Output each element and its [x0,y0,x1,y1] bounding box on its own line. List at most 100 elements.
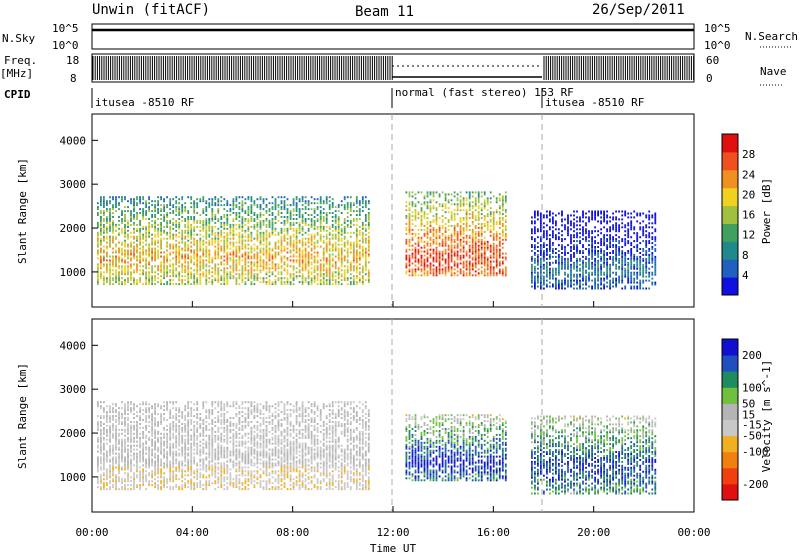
rti-cell [193,229,196,232]
rti-cell [603,238,605,241]
rti-cell [480,209,483,212]
rti-cell [142,251,144,254]
rti-cell [465,272,468,275]
rti-cell [184,283,187,286]
rti-cell [325,245,328,248]
rti-cell [552,277,554,280]
rti-cell [244,223,247,226]
rti-cell [238,249,241,252]
rti-cell [549,253,551,256]
rti-cell [579,263,581,266]
rti-cell [217,200,220,203]
rti-cell [636,261,639,264]
rti-cell [408,268,411,271]
rti-cell [289,214,292,216]
rti-cell [429,270,432,273]
rti-cell [172,247,175,250]
rti-cell [295,233,298,236]
rti-cell [597,210,599,213]
rti-cell [244,265,247,268]
rti-cell [606,244,608,247]
rti-cell [441,252,444,255]
rti-cell [169,279,172,282]
rti-cell [459,256,462,259]
rti-cell [205,206,208,209]
rti-cell [319,259,322,262]
rti-cell [438,270,441,273]
nsearch-label: N.Search [745,30,798,43]
rti-cell [441,225,444,227]
rti-cell [651,216,654,219]
rti-cell [552,220,554,223]
rti-cell [600,279,602,282]
rti-cell [109,227,111,230]
rti-cell [223,245,226,248]
rti-cell [462,246,465,249]
rti-cell [178,275,181,278]
rti-cell [277,204,280,207]
rti-cell [534,281,536,284]
rti-cell [543,259,545,262]
rti-cell [340,243,343,246]
rti-cell [411,205,414,208]
rti-cell [411,236,414,239]
rti-cell [618,253,620,256]
rti-cell [268,283,271,286]
rti-cell [190,241,193,244]
rti-cell [588,279,590,282]
rti-cell [160,255,162,258]
rti-cell [546,263,548,266]
rti-cell [364,219,367,222]
rti-cell [139,208,141,211]
rti-cell [543,277,545,280]
rti-cell [609,238,611,241]
rti-cell [618,236,620,239]
rti-cell [274,233,277,236]
rti-cell [148,243,150,246]
rti-cell [97,233,99,236]
rti-cell [229,229,232,232]
rti-cell [151,251,153,254]
rti-cell [307,200,310,203]
rti-cell [636,238,639,241]
rti-cell [492,236,495,239]
rti-cell [160,265,162,268]
rti-cell [169,269,172,272]
rti-cell [438,258,441,261]
rti-cell [474,203,477,206]
rti-cell [277,263,280,266]
rti-cell [244,273,247,276]
rti-cell [444,226,447,229]
rti-cell [438,256,441,259]
rti-cell [474,199,477,202]
rti-cell [271,231,274,234]
rti-cell [423,264,426,267]
rti-cell [238,202,241,205]
rti-cell [187,223,190,226]
rti-cell [244,198,247,201]
rti-cell [244,231,247,234]
rti-cell [166,275,168,278]
rti-cell [432,258,435,261]
rti-cell [447,260,450,263]
rti-cell [343,245,346,248]
rti-cell [148,223,150,226]
rti-cell [328,200,331,203]
rti-cell [642,220,645,223]
rti-cell [250,277,253,280]
cpid-segment-2: normal (fast stereo) 153 RF [395,86,574,99]
rti-cell [343,265,346,268]
rti-cell [621,269,624,272]
rti-cell [199,247,202,250]
rti-cell [199,261,202,264]
rti-cell [175,221,178,224]
rti-cell [109,219,111,222]
rti-cell [630,273,633,276]
rti-cell [621,214,624,217]
rti-cell [220,255,223,258]
rti-cell [169,212,172,214]
rti-cell [319,229,322,232]
rti-cell [184,261,187,264]
rti-cell [289,212,292,214]
rti-cell [229,208,232,211]
